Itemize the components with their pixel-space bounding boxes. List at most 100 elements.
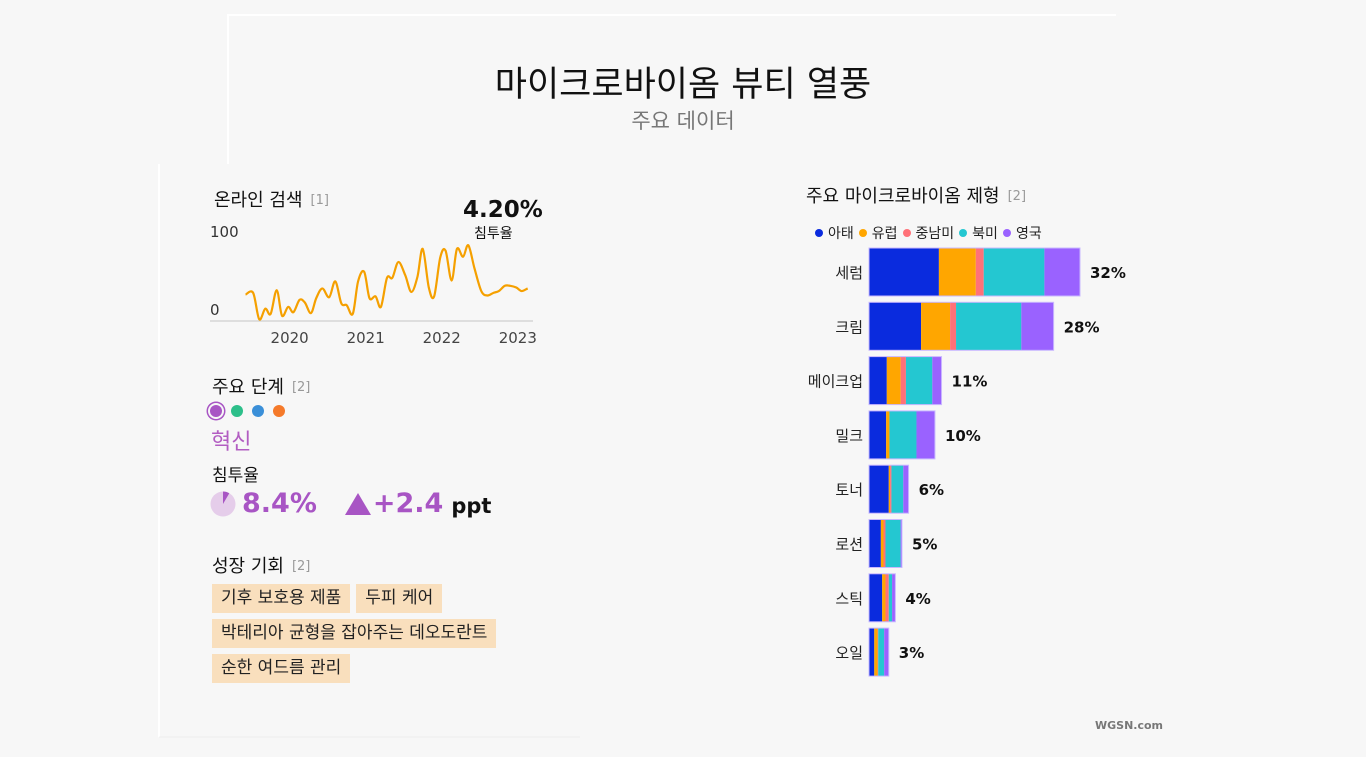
search-kpi-label: 침투율	[474, 226, 513, 242]
tag-row: 박테리아 균형을 잡아주는 데오도란트	[212, 619, 542, 648]
bar-segment-아태	[869, 410, 887, 459]
category-label: 세럼	[835, 264, 863, 282]
bar-segment-중남미	[885, 573, 889, 622]
growth-title: 성장 기회 [2]	[212, 552, 310, 578]
stage-dot-stage-3[interactable]	[252, 405, 264, 417]
key-stage-title-text: 주요 단계	[212, 377, 284, 398]
bar-total-label: 10%	[945, 427, 981, 445]
legend-label: 아태	[828, 226, 854, 242]
bar-total-label: 5%	[912, 536, 937, 554]
bar-segment-북미	[878, 628, 885, 677]
growth-tag: 순한 여드름 관리	[212, 654, 351, 683]
bar-total-label: 28%	[1064, 318, 1100, 336]
x-tick-label: 2022	[423, 329, 461, 347]
bar-segment-중남미	[900, 356, 906, 405]
delta-value: +2.4	[372, 488, 444, 519]
formats-title-text: 주요 마이크로바이옴 제형	[806, 186, 1000, 207]
left-panel	[158, 164, 580, 738]
legend-label: 유럽	[871, 226, 898, 242]
bar-outline	[868, 247, 1081, 297]
bar-segment-중남미	[877, 628, 879, 677]
bar-segment-아태	[869, 465, 889, 514]
bar-total-label: 11%	[952, 373, 988, 391]
growth-tag: 박테리아 균형을 잡아주는 데오도란트	[212, 619, 497, 648]
category-label: 크림	[835, 318, 863, 336]
stage-name: 혁신	[211, 430, 252, 455]
penetration-label: 침투율	[212, 466, 259, 486]
y-tick-label: 100	[210, 223, 239, 241]
source-label: WGSN.com	[1095, 719, 1164, 732]
category-label: 토너	[835, 481, 863, 499]
bar-segment-영국	[903, 465, 909, 514]
bar-segment-북미	[891, 465, 904, 514]
legend-label: 중남미	[915, 226, 955, 242]
page-subtitle: 주요 데이터	[631, 109, 735, 133]
bar-segment-아태	[869, 248, 939, 296]
tag-row: 순한 여드름 관리	[212, 654, 542, 683]
growth-tag: 두피 케어	[356, 584, 443, 613]
bar-segment-아태	[869, 519, 881, 568]
key-stage-title: 주요 단계 [2]	[212, 373, 310, 399]
legend-dot-icon	[959, 229, 968, 237]
growth-title-text: 성장 기회	[212, 556, 284, 577]
bar-segment-중남미	[883, 519, 886, 568]
up-triangle-icon	[344, 492, 371, 515]
online-search-line-chart: 0 100 2020 2021 2022 2023	[210, 223, 537, 347]
online-search-title-text: 온라인 검색	[214, 190, 303, 211]
bar-outline	[868, 573, 896, 623]
bar-segment-중남미	[950, 302, 957, 351]
legend-dot-icon	[858, 229, 867, 237]
x-tick-label: 2023	[499, 329, 537, 347]
bar-segment-북미	[885, 519, 901, 568]
search-trend-line	[244, 244, 529, 321]
bar-segment-북미	[888, 573, 893, 622]
bar-segment-영국	[916, 410, 935, 459]
search-kpi-value: 4.20%	[463, 197, 543, 223]
legend-item: 중남미	[902, 223, 955, 243]
tag-row: 기후 보호용 제품 두피 케어	[212, 584, 542, 613]
bar-segment-유럽	[886, 356, 901, 405]
category-label: 로션	[835, 536, 863, 554]
bar-segment-유럽	[880, 519, 884, 568]
bar-segment-영국	[892, 573, 896, 622]
bar-segment-아태	[869, 302, 922, 351]
bar-outline	[868, 519, 903, 568]
bar-total-label: 32%	[1090, 264, 1126, 282]
bar-segment-중남미	[890, 465, 892, 514]
y-tick-label: 0	[210, 301, 220, 319]
bar-segment-영국	[900, 519, 902, 568]
page-title: 마이크로바이옴 뷰티 열풍	[494, 65, 872, 105]
stage-dot-stage-2[interactable]	[231, 405, 243, 417]
bar-segment-영국	[884, 628, 889, 677]
delta-unit: ppt	[451, 494, 492, 518]
bar-segment-유럽	[882, 573, 886, 622]
header-panel	[227, 14, 1116, 164]
penetration-row: 8.4% +2.4 ppt	[210, 488, 491, 519]
x-tick-label: 2021	[347, 329, 385, 347]
legend-label: 북미	[972, 226, 998, 242]
penetration-pie-icon	[210, 491, 236, 516]
bar-segment-영국	[932, 356, 942, 405]
legend-label: 영국	[1015, 226, 1042, 242]
bar-segment-북미	[956, 302, 1022, 351]
formats-title: 주요 마이크로바이옴 제형 [2]	[806, 182, 1026, 208]
growth-tag: 기후 보호용 제품	[212, 584, 351, 613]
bar-outline	[868, 301, 1055, 351]
bar-segment-중남미	[975, 248, 984, 296]
bar-outline	[868, 410, 936, 460]
bar-segment-유럽	[888, 465, 891, 514]
bar-segment-영국	[1021, 302, 1054, 351]
penetration-value: 8.4%	[242, 488, 317, 519]
stage-dot-innovation[interactable]	[210, 405, 222, 417]
growth-ref: [2]	[291, 559, 311, 574]
stage-dots	[210, 405, 285, 417]
stage-dot-stage-4[interactable]	[273, 405, 285, 417]
bar-segment-북미	[983, 248, 1045, 296]
bar-total-label: 4%	[905, 590, 930, 608]
legend-item: 영국	[1002, 223, 1042, 243]
formats-bar-chart: 세럼 32% 크림 28% 메이크업 11% 밀크 10% 토너 6% 로션 5% 스틱 4% 오일 3%	[808, 247, 1126, 677]
online-search-title: 온라인 검색 [1]	[214, 186, 329, 212]
bar-segment-아태	[869, 356, 887, 405]
bar-outline	[868, 356, 943, 406]
